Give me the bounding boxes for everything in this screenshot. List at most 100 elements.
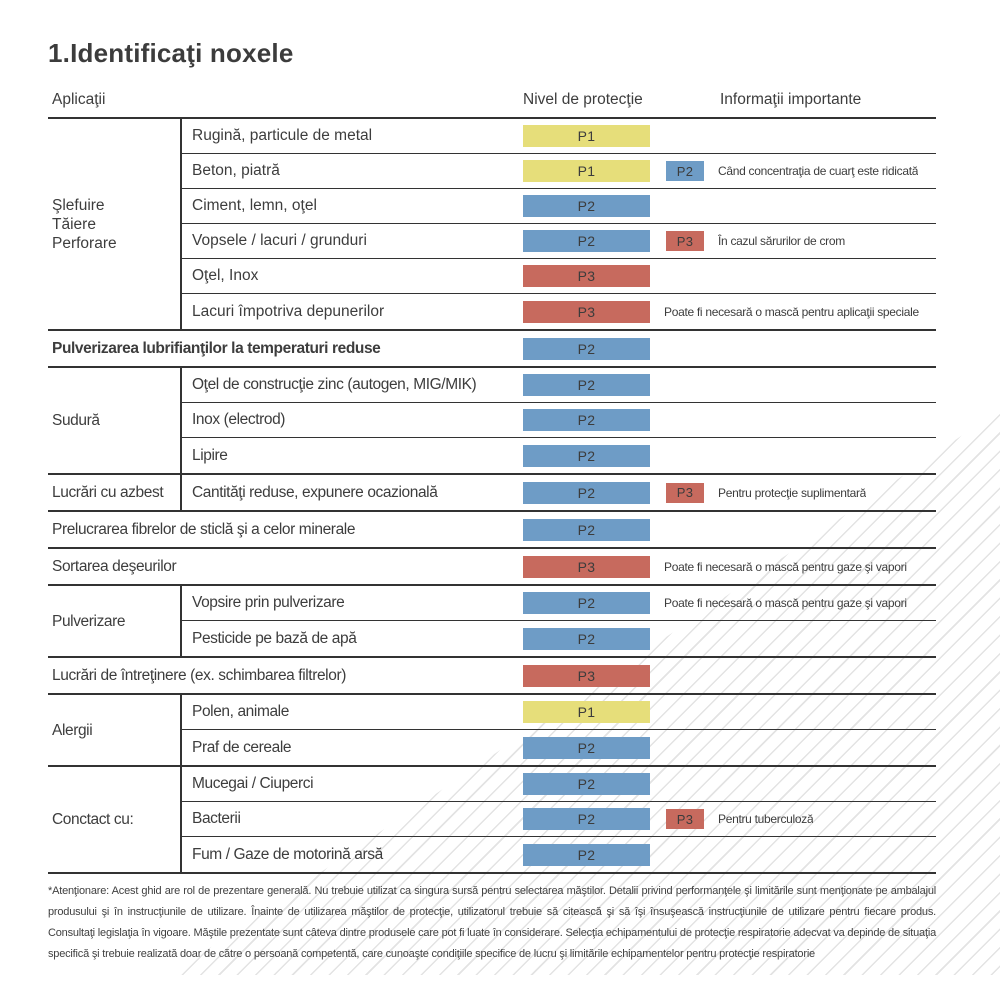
table-row: Polen, animale P1: [182, 695, 936, 730]
table-row: Oţel, Inox P3: [182, 259, 936, 294]
protection-level-badge: P3: [523, 664, 650, 687]
protection-level-badge: P2: [523, 409, 650, 431]
group-label-line: Alergii: [52, 721, 93, 739]
group-label: Lucrări cu azbest: [48, 475, 180, 510]
protection-level-badge: P3: [523, 300, 650, 323]
table-row: Mucegai / Ciuperci P2: [182, 767, 936, 802]
column-header-applications: Aplicaţii: [52, 91, 106, 108]
application-label: Prelucrarea fibrelor de sticlă şi a celo…: [52, 520, 356, 538]
section-rows: Lucrări de întreţinere (ex. schimbarea f…: [48, 658, 936, 693]
group-label: Sudură: [48, 368, 180, 473]
page-title: 1.Identificaţi noxele: [48, 38, 294, 68]
table-row: Sortarea deşeurilor P3 Poate fi necesară o…: [48, 549, 936, 584]
application-label: Pesticide pe bază de apă: [192, 629, 357, 647]
table-section: Pulverizarea lubrifianţilor la temperatu…: [48, 331, 936, 368]
protection-level-badge: P2: [523, 337, 650, 360]
table-section: Conctact cu: Mucegai / Ciuperci P2 Bacterii…: [48, 767, 936, 874]
application-label: Cantităţi reduse, expunere ocazională: [192, 483, 438, 501]
important-info-text: Poate fi necesară o mască pentru aplicaţ…: [664, 304, 919, 319]
section-rows: Vopsire prin pulverizare P2 Poate fi neces…: [180, 586, 936, 656]
extra-protection-level-badge: P2: [666, 161, 704, 181]
table-row: Prelucrarea fibrelor de sticlă şi a celo…: [48, 512, 936, 547]
application-label: Sortarea deşeurilor: [52, 557, 177, 575]
table-row: Lipire P2: [182, 438, 936, 473]
table-section: Prelucrarea fibrelor de sticlă şi a celo…: [48, 512, 936, 549]
hazard-table: Aplicaţii Nivel de protecţie Informaţii …: [48, 91, 936, 874]
table-row: Cantităţi reduse, expunere ocazională P2 P…: [182, 475, 936, 510]
section-rows: Sortarea deşeurilor P3 Poate fi necesară o…: [48, 549, 936, 584]
application-label: Pulverizarea lubrifianţilor la temperatu…: [52, 339, 381, 357]
table-row: Bacterii P2 P3 Pentru tuberculoză: [182, 802, 936, 837]
table-row: Rugină, particule de metal P1: [182, 119, 936, 154]
section-rows: Cantităţi reduse, expunere ocazională P2 P…: [180, 475, 936, 510]
column-header-protection-level: Nivel de protecţie: [523, 91, 643, 108]
application-label: Ciment, lemn, oţel: [192, 197, 317, 214]
important-info-text: Poate fi necesară o mască pentru gaze şi…: [664, 596, 907, 610]
protection-level-badge: P2: [523, 518, 650, 541]
table-section: Lucrări cu azbest Cantităţi reduse, expun…: [48, 475, 936, 512]
application-label: Inox (electrod): [192, 411, 286, 428]
group-label: Conctact cu:: [48, 767, 180, 872]
extra-protection-level-badge: P3: [666, 482, 704, 503]
application-label: Mucegai / Ciuperci: [192, 775, 314, 792]
section-rows: Prelucrarea fibrelor de sticlă şi a celo…: [48, 512, 936, 547]
application-label: Lacuri împotriva depunerilor: [192, 302, 385, 320]
group-label-line: Tăiere: [52, 215, 96, 233]
group-label-line: Pulverizare: [52, 612, 126, 630]
protection-level-badge: P2: [523, 808, 650, 830]
application-label: Lucrări de întreţinere (ex. schimbarea f…: [52, 666, 346, 684]
application-label: Rugină, particule de metal: [192, 127, 373, 144]
application-label: Oţel, Inox: [192, 267, 259, 284]
protection-level-badge: P2: [523, 592, 650, 614]
protection-level-badge: P3: [523, 265, 650, 287]
footnote: *Atenţionare: Acest ghid are rol de prez…: [48, 885, 936, 960]
table-row: Praf de cereale P2: [182, 730, 936, 765]
table-body: Şlefuire Tăiere Perforare Rugină, particule…: [48, 119, 936, 874]
application-label: Bacterii: [192, 810, 241, 827]
important-info-text: Poate fi necesară o mască pentru gaze şi…: [664, 559, 907, 574]
table-header-row: Aplicaţii Nivel de protecţie Informaţii …: [48, 91, 936, 119]
protection-level-badge: P3: [523, 555, 650, 578]
application-label: Praf de cereale: [192, 738, 292, 756]
application-label: Oţel de construcţie zinc (autogen, MIG/M…: [192, 376, 477, 393]
section-rows: Mucegai / Ciuperci P2 Bacterii P2 P3 Pentru t…: [180, 767, 936, 872]
table-section: Şlefuire Tăiere Perforare Rugină, particule…: [48, 119, 936, 331]
protection-level-badge: P2: [523, 444, 650, 467]
table-row: Pesticide pe bază de apă P2: [182, 621, 936, 656]
table-section: Alergii Polen, animale P1 Praf de cereale P2: [48, 695, 936, 767]
table-row: Fum / Gaze de motorină arsă P2: [182, 837, 936, 872]
protection-level-badge: P1: [523, 701, 650, 723]
important-info-text: Pentru protecţie suplimentară: [718, 485, 867, 500]
section-rows: Polen, animale P1 Praf de cereale P2: [180, 695, 936, 765]
group-label-line: Lucrări cu azbest: [52, 484, 164, 501]
protection-level-badge: P2: [523, 230, 650, 252]
table-row: Vopsele / lacuri / grunduri P2 P3 În cazul …: [182, 224, 936, 259]
table-row: Ciment, lemn, oţel P2: [182, 189, 936, 224]
group-label: Alergii: [48, 695, 180, 765]
table-row: Beton, piatră P1 P2 Când concentraţia de cu…: [182, 154, 936, 189]
protection-level-badge: P2: [523, 736, 650, 759]
section-rows: Rugină, particule de metal P1 Beton, piatr…: [180, 119, 936, 329]
protection-level-badge: P2: [523, 374, 650, 396]
important-info-text: Pentru tuberculoză: [718, 812, 814, 826]
protection-level-badge: P2: [523, 481, 650, 504]
group-label: Pulverizare: [48, 586, 180, 656]
table-row: Lacuri împotriva depunerilor P3 Poate fi n…: [182, 294, 936, 329]
application-label: Vopsele / lacuri / grunduri: [192, 232, 367, 249]
protection-level-badge: P1: [523, 160, 650, 182]
table-row: Lucrări de întreţinere (ex. schimbarea f…: [48, 658, 936, 693]
group-label-line: Perforare: [52, 234, 117, 252]
protection-level-badge: P2: [523, 843, 650, 866]
protection-level-badge: P2: [523, 195, 650, 217]
table-row: Inox (electrod) P2: [182, 403, 936, 438]
application-label: Vopsire prin pulverizare: [192, 594, 345, 611]
protection-level-badge: P1: [523, 125, 650, 147]
application-label: Polen, animale: [192, 703, 289, 720]
application-label: Beton, piatră: [192, 162, 280, 179]
group-label-line: Sudură: [52, 412, 100, 429]
table-row: Pulverizarea lubrifianţilor la temperatu…: [48, 331, 936, 366]
section-rows: Oţel de construcţie zinc (autogen, MIG/M…: [180, 368, 936, 473]
protection-level-badge: P2: [523, 773, 650, 795]
important-info-text: În cazul sărurilor de crom: [718, 234, 845, 248]
extra-protection-level-badge: P3: [666, 231, 704, 251]
